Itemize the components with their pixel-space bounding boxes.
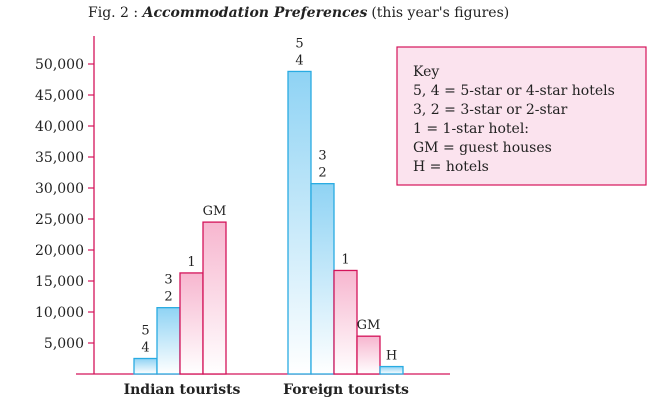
y-tick-label: 35,000 — [35, 150, 84, 166]
legend-title: Key — [413, 64, 439, 80]
y-tick-label: 10,000 — [35, 305, 84, 321]
category-label: Foreign tourists — [283, 382, 409, 398]
bar — [133, 357, 158, 375]
y-tick-label: 40,000 — [35, 119, 84, 135]
bar-label: 4 — [141, 341, 149, 356]
y-tick-label: 15,000 — [35, 274, 84, 290]
y-tick-label: 20,000 — [35, 243, 84, 259]
bar-label: GM — [357, 318, 381, 333]
y-tick-label: 25,000 — [35, 212, 84, 228]
legend-line-2: 3, 2 = 3-star or 2-star — [413, 102, 568, 118]
category-labels: Indian tourists Foreign tourists — [124, 382, 409, 398]
bar-label: GM — [203, 204, 227, 219]
bar — [202, 221, 227, 375]
title-prefix: Fig. 2 : — [88, 5, 143, 21]
bar-label: 5 — [295, 36, 303, 51]
bar — [179, 272, 204, 375]
bar-label: 2 — [318, 166, 326, 181]
y-tick-label: 50,000 — [35, 57, 84, 73]
y-tick-label: 45,000 — [35, 88, 84, 104]
legend-line-4: GM = guest houses — [413, 140, 552, 156]
legend-line-1: 5, 4 = 5-star or 4-star hotels — [413, 83, 615, 99]
bar-label: 1 — [187, 255, 195, 270]
bar-label: H — [386, 349, 397, 364]
bar-label: 3 — [318, 149, 326, 164]
bar — [356, 335, 381, 375]
bar — [310, 183, 335, 375]
bar-label: 1 — [341, 252, 349, 267]
bar — [156, 307, 181, 375]
bar — [287, 70, 312, 375]
legend-box — [396, 46, 647, 186]
axes — [76, 36, 450, 375]
y-tick-label: 30,000 — [35, 181, 84, 197]
bar — [333, 269, 358, 375]
title-subtitle: (this year's figures) — [371, 5, 509, 21]
title-main: Accommodation Preferences — [141, 5, 368, 21]
bars: 5 4 3 2 1 GM 5 4 3 2 1 GM H — [133, 36, 404, 375]
legend-key: Key 5, 4 = 5-star or 4-star hotels 3, 2 … — [396, 46, 647, 186]
y-ticks: 5,000 10,000 15,000 20,000 25,000 30,000 35,00… — [35, 57, 94, 352]
category-label: Indian tourists — [124, 382, 241, 398]
legend-line-5: H = hotels — [413, 159, 489, 175]
bar-label: 3 — [164, 273, 172, 288]
bar-label: 2 — [164, 290, 172, 305]
chart-title: Fig. 2 : Accommodation Preferences (this … — [88, 5, 509, 21]
bar-label: 5 — [141, 324, 149, 339]
bar-label: 4 — [295, 53, 303, 68]
bar — [379, 365, 404, 375]
y-tick-label: 5,000 — [44, 336, 84, 352]
legend-line-3: 1 = 1-star hotel: — [413, 121, 529, 137]
